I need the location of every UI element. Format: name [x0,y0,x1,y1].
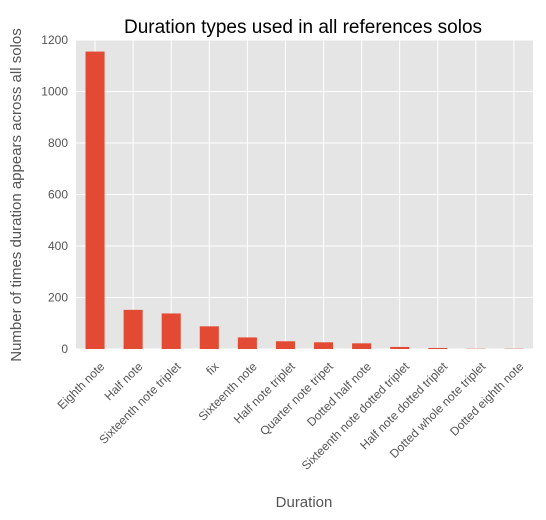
y-tick-label: 1200 [41,33,68,47]
y-tick-label: 800 [48,136,68,150]
bar [390,346,410,349]
bar [85,51,105,350]
y-axis-label: Number of times duration appears across … [8,28,25,362]
y-tick-label: 1000 [41,85,68,99]
y-tick-label: 600 [48,188,68,202]
y-tick-label: 0 [61,342,68,356]
bar [428,347,448,349]
x-tick-label: fix [203,359,221,377]
y-axis-ticks: 0 200 400 600 800 1000 1200 [41,33,68,356]
x-tick-label: Dotted eighth note [447,359,526,438]
bar [237,337,257,349]
bar [161,313,181,349]
bar [352,343,372,349]
bar [314,342,334,349]
x-axis-label: Duration [276,494,333,511]
bar [199,326,219,349]
x-tick-label: Eighth note [55,359,108,412]
chart-title: Duration types used in all references so… [124,17,482,38]
bars [85,51,524,350]
bar [275,341,295,349]
y-tick-label: 400 [48,239,68,253]
y-tick-label: 200 [48,291,68,305]
bar [123,309,143,349]
